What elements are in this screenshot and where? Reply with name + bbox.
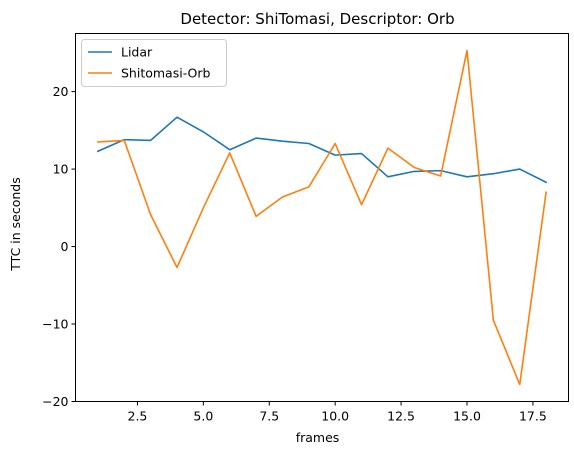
legend-shitomasi-orb-label: Shitomasi-Orb — [121, 66, 211, 81]
series-line-shitomasi-orb — [97, 49, 547, 386]
x-tick-label: 7.5 — [259, 409, 279, 424]
x-tick-label: 5.0 — [193, 409, 213, 424]
x-tick-label: 10.0 — [321, 409, 349, 424]
legend-lidar-label: Lidar — [121, 45, 153, 60]
x-tick-label: 12.5 — [387, 409, 415, 424]
y-axis: −20 −10 0 10 20 — [42, 84, 76, 409]
chart-title: Detector: ShiTomasi, Descriptor: Orb — [180, 10, 454, 28]
series-line-lidar — [96, 116, 548, 184]
series-layer — [96, 49, 548, 386]
legend-box — [81, 39, 227, 87]
y-tick-label: −20 — [42, 394, 68, 409]
x-tick-label: 17.5 — [519, 409, 547, 424]
y-tick-label: 0 — [61, 239, 69, 254]
x-tick-label: 2.5 — [128, 409, 148, 424]
x-axis: 2.5 5.0 7.5 10.0 12.5 15.0 17.5 — [128, 401, 547, 424]
y-tick-label: −10 — [42, 317, 68, 332]
plot-frame — [75, 33, 569, 402]
y-axis-label: TTC in seconds — [8, 177, 23, 271]
y-tick-label: 20 — [53, 84, 69, 99]
y-tick-label: 10 — [53, 162, 69, 177]
x-axis-label: frames — [296, 430, 340, 445]
legend: Lidar Shitomasi-Orb — [81, 39, 227, 87]
x-tick-label: 15.0 — [453, 409, 481, 424]
